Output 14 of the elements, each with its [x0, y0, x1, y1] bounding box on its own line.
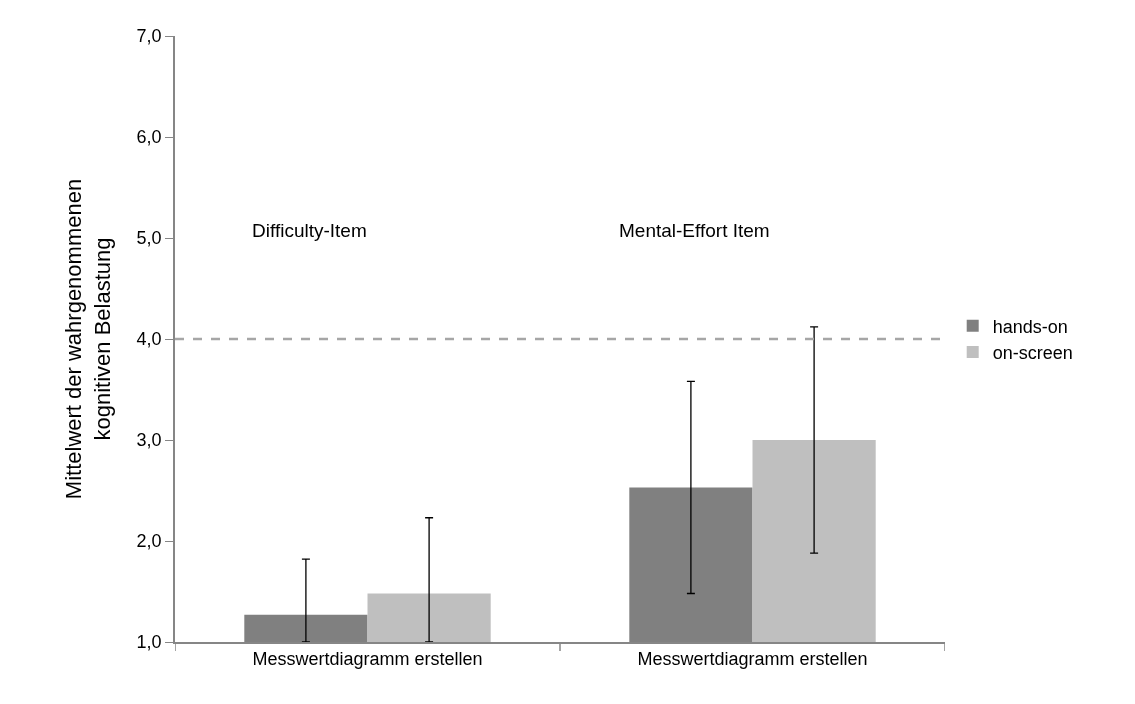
annotation: Mental-Effort Item [619, 220, 770, 241]
y-tick-label: 6,0 [136, 127, 162, 148]
y-axis-title: Mittelwert der wahrgenommenen kognitiven Belastung [61, 178, 115, 500]
legend-label: hands-on [992, 316, 1068, 337]
y-tick-label: 7,0 [136, 26, 162, 47]
y-tick-label: 1,0 [136, 632, 162, 653]
annotation: Difficulty-Item [252, 220, 367, 241]
x-tick-label: Messwertdiagramm erstellen [252, 649, 483, 670]
x-tick-label: Messwertdiagramm erstellen [637, 649, 868, 670]
y-tick-label: 3,0 [136, 430, 162, 451]
y-tick-label: 4,0 [136, 329, 162, 350]
y-tick-label: 2,0 [136, 531, 162, 552]
y-tick-label: 5,0 [136, 228, 162, 249]
legend-label: on-screen [992, 343, 1073, 364]
